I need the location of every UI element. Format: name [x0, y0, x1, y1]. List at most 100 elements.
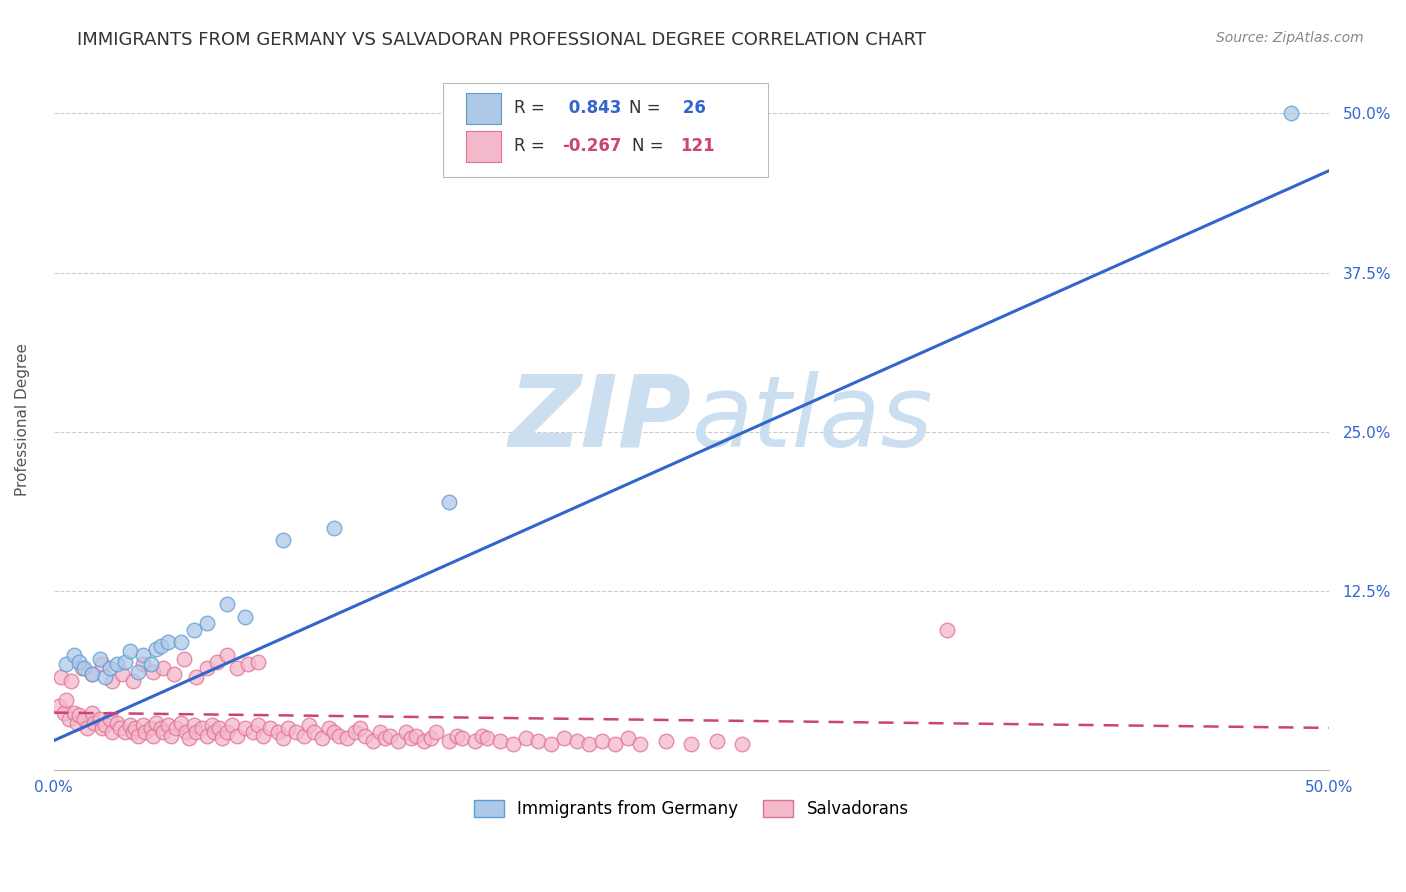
- Point: [681, 738, 703, 752]
- Text: Source: ZipAtlas.com: Source: ZipAtlas.com: [1216, 31, 1364, 45]
- Point: [311, 731, 333, 745]
- Point: [145, 715, 167, 730]
- Point: [298, 718, 321, 732]
- Point: [477, 731, 499, 745]
- Point: [285, 724, 308, 739]
- Point: [114, 724, 136, 739]
- Point: [170, 635, 193, 649]
- Point: [405, 729, 427, 743]
- Point: [565, 733, 588, 747]
- Point: [349, 721, 371, 735]
- Text: -0.267: -0.267: [562, 137, 621, 155]
- Point: [527, 733, 550, 747]
- Point: [603, 738, 626, 752]
- FancyBboxPatch shape: [443, 83, 768, 178]
- Point: [183, 623, 205, 637]
- Point: [48, 699, 70, 714]
- Point: [217, 724, 239, 739]
- Point: [302, 724, 325, 739]
- Point: [328, 729, 350, 743]
- Point: [120, 644, 142, 658]
- Text: ZIP: ZIP: [509, 371, 692, 467]
- Point: [318, 721, 340, 735]
- Point: [361, 733, 384, 747]
- Point: [183, 718, 205, 732]
- Point: [343, 724, 366, 739]
- Point: [233, 610, 256, 624]
- Point: [246, 655, 269, 669]
- Point: [55, 693, 77, 707]
- Point: [1279, 106, 1302, 120]
- Point: [450, 731, 472, 745]
- Point: [252, 729, 274, 743]
- Text: N =: N =: [631, 137, 668, 155]
- Point: [195, 616, 218, 631]
- Point: [515, 731, 537, 745]
- Point: [170, 715, 193, 730]
- Point: [70, 661, 93, 675]
- Point: [202, 724, 225, 739]
- Point: [271, 533, 294, 548]
- Point: [162, 667, 184, 681]
- Point: [121, 673, 143, 688]
- Text: R =: R =: [515, 100, 550, 118]
- Point: [233, 721, 256, 735]
- Point: [267, 724, 290, 739]
- Point: [271, 731, 294, 745]
- Point: [63, 648, 86, 663]
- Point: [236, 657, 259, 672]
- Point: [101, 724, 124, 739]
- Point: [387, 733, 409, 747]
- Point: [205, 655, 228, 669]
- Point: [98, 712, 121, 726]
- Text: 0.843: 0.843: [562, 100, 621, 118]
- Point: [157, 635, 180, 649]
- Point: [464, 733, 486, 747]
- Point: [323, 521, 346, 535]
- Point: [399, 731, 422, 745]
- Point: [395, 724, 418, 739]
- Point: [65, 715, 87, 730]
- Point: [226, 729, 249, 743]
- Point: [211, 731, 233, 745]
- Point: [80, 667, 103, 681]
- Point: [105, 715, 128, 730]
- Point: [93, 718, 115, 732]
- Point: [160, 729, 183, 743]
- Point: [91, 721, 114, 735]
- Point: [149, 640, 172, 654]
- Point: [186, 670, 208, 684]
- Point: [76, 721, 98, 735]
- Point: [616, 731, 638, 745]
- Point: [145, 641, 167, 656]
- Text: 121: 121: [681, 137, 714, 155]
- Point: [73, 661, 96, 675]
- Point: [108, 721, 131, 735]
- Point: [134, 724, 156, 739]
- Point: [374, 731, 396, 745]
- Point: [489, 733, 512, 747]
- Point: [120, 718, 142, 732]
- Point: [132, 657, 155, 672]
- Y-axis label: Professional Degree: Professional Degree: [15, 343, 30, 496]
- Legend: Immigrants from Germany, Salvadorans: Immigrants from Germany, Salvadorans: [467, 793, 915, 825]
- Point: [195, 729, 218, 743]
- Point: [132, 718, 155, 732]
- Point: [354, 729, 377, 743]
- Point: [173, 652, 195, 666]
- Point: [83, 715, 105, 730]
- Point: [80, 706, 103, 720]
- Point: [93, 670, 115, 684]
- Point: [114, 655, 136, 669]
- Point: [935, 623, 957, 637]
- Point: [731, 738, 754, 752]
- Point: [124, 721, 146, 735]
- Point: [425, 724, 447, 739]
- Point: [502, 738, 524, 752]
- Text: N =: N =: [628, 100, 666, 118]
- Point: [52, 706, 75, 720]
- Point: [139, 657, 162, 672]
- Point: [292, 729, 315, 743]
- Point: [139, 721, 162, 735]
- Point: [152, 724, 174, 739]
